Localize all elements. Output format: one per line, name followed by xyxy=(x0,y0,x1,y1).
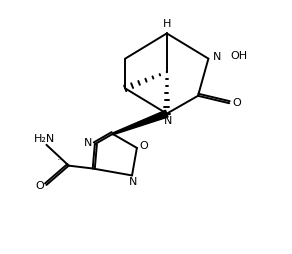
Text: N: N xyxy=(213,52,221,62)
Text: O: O xyxy=(36,181,44,192)
Text: OH: OH xyxy=(231,51,248,61)
Text: N: N xyxy=(84,138,93,148)
Text: H: H xyxy=(163,20,171,29)
Text: H₂N: H₂N xyxy=(34,134,55,145)
Polygon shape xyxy=(112,110,168,135)
Text: O: O xyxy=(139,141,148,151)
Text: AMIDE: AMIDE xyxy=(58,158,62,160)
Text: N: N xyxy=(164,116,173,126)
Text: N: N xyxy=(129,177,138,187)
Text: O: O xyxy=(232,98,241,108)
